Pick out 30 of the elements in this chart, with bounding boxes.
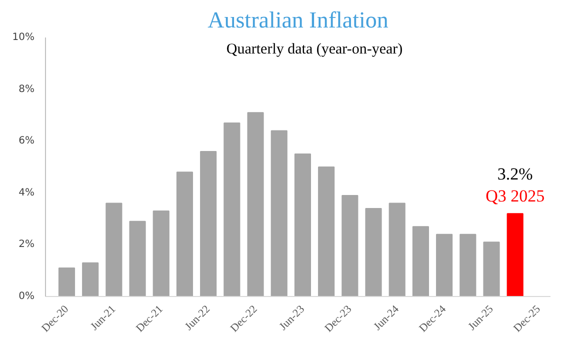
bar	[152, 210, 170, 296]
y-tick-label: 2%	[18, 239, 35, 250]
bar	[82, 262, 99, 296]
data-label: 3.2%	[497, 164, 533, 184]
chart-subtitle: Quarterly data (year-on-year)	[226, 42, 403, 58]
bar	[129, 220, 146, 296]
y-tick-label: 0%	[18, 291, 35, 302]
bar	[58, 268, 76, 296]
y-tick-label: 8%	[18, 84, 35, 95]
bar	[506, 213, 524, 296]
annotation: Q3 2025	[486, 186, 545, 206]
y-tick-label: 4%	[18, 187, 35, 198]
bar	[106, 202, 122, 296]
bar	[483, 242, 500, 296]
bar	[318, 166, 335, 296]
bar	[388, 202, 406, 296]
bar	[460, 234, 476, 296]
y-tick-label: 6%	[18, 136, 35, 147]
bar	[436, 234, 453, 296]
bar	[294, 154, 312, 296]
bar	[270, 130, 288, 296]
chart-title: Australian Inflation	[208, 8, 389, 32]
bar	[176, 172, 194, 296]
bar	[247, 112, 264, 296]
bar	[365, 208, 382, 296]
y-tick-label: 10%	[12, 32, 35, 43]
bar	[412, 226, 429, 296]
bar	[200, 150, 217, 296]
bar	[224, 122, 240, 296]
bar	[342, 194, 358, 296]
